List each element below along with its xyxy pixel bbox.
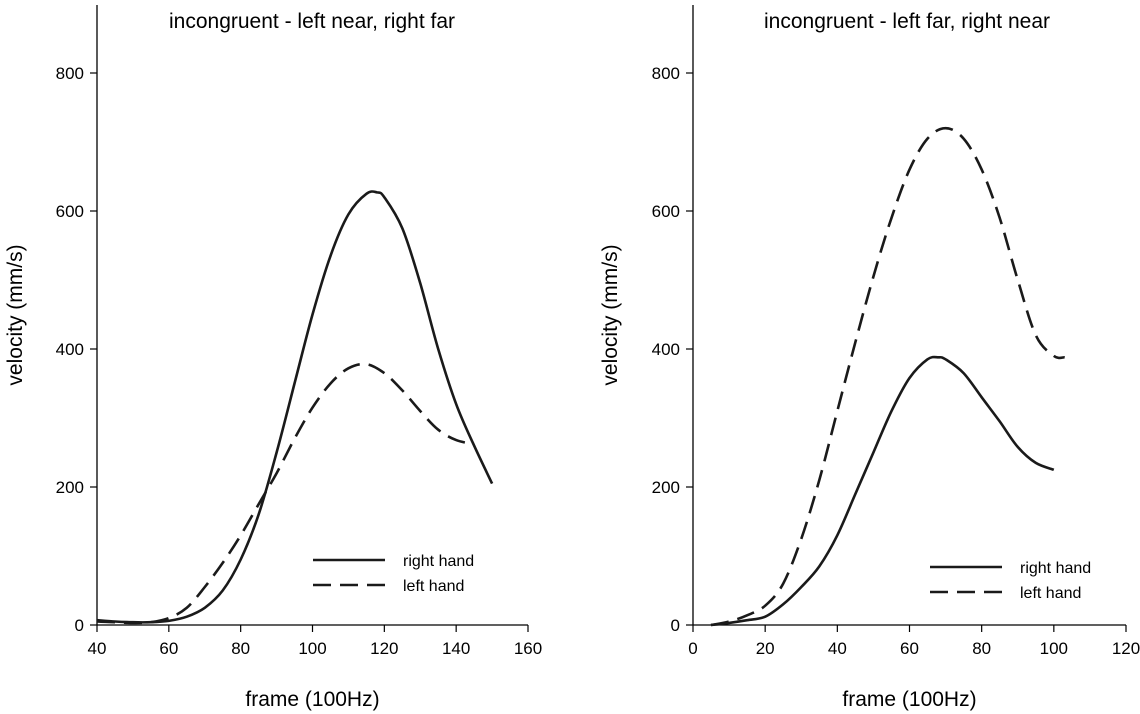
x-tick-label: 80	[972, 639, 991, 658]
x-axis-label: frame (100Hz)	[245, 688, 379, 711]
x-tick-label: 60	[159, 639, 178, 658]
x-tick-label: 20	[756, 639, 775, 658]
y-tick-label: 400	[56, 340, 84, 359]
legend-label: right hand	[403, 553, 474, 570]
legend-label: left hand	[1020, 585, 1081, 602]
right-hand-series-line	[710, 355, 1055, 627]
y-tick-label: 600	[652, 202, 680, 221]
y-tick-label: 0	[75, 616, 84, 635]
legend-label: left hand	[403, 578, 464, 595]
legend-label: right hand	[1020, 560, 1091, 577]
y-tick-label: 800	[652, 64, 680, 83]
x-tick-label: 60	[900, 639, 919, 658]
x-axis-label: frame (100Hz)	[842, 688, 976, 711]
x-tick-label: 40	[88, 639, 107, 658]
y-tick-label: 800	[56, 64, 84, 83]
right-hand-series-line	[96, 190, 494, 624]
x-tick-label: 100	[298, 639, 326, 658]
x-tick-label: 80	[231, 639, 250, 658]
x-tick-label: 140	[442, 639, 470, 658]
y-tick-label: 200	[652, 478, 680, 497]
x-tick-label: 160	[514, 639, 542, 658]
x-tick-label: 40	[828, 639, 847, 658]
x-tick-label: 120	[370, 639, 398, 658]
right-panel: 0 20 40 60 80 100 120 0 200 400 600 800 incongruent …	[599, 5, 1140, 711]
x-tick-label: 120	[1112, 639, 1140, 658]
y-tick-label: 400	[652, 340, 680, 359]
x-tick-label: 0	[688, 639, 697, 658]
x-tick-label: 100	[1040, 639, 1068, 658]
left-panel: 40 60 80 100 120 140 160 0 200 400 600 800 incongrue…	[4, 5, 542, 711]
left-hand-series-line	[710, 126, 1065, 627]
y-tick-label: 200	[56, 478, 84, 497]
y-axis-label: velocity (mm/s)	[599, 244, 622, 385]
y-tick-label: 0	[671, 616, 680, 635]
y-tick-label: 600	[56, 202, 84, 221]
chart-title: incongruent - left near, right far	[169, 10, 455, 33]
chart-title: incongruent - left far, right near	[764, 10, 1050, 33]
y-axis-label: velocity (mm/s)	[4, 244, 27, 385]
left-hand-series-line	[96, 362, 475, 625]
